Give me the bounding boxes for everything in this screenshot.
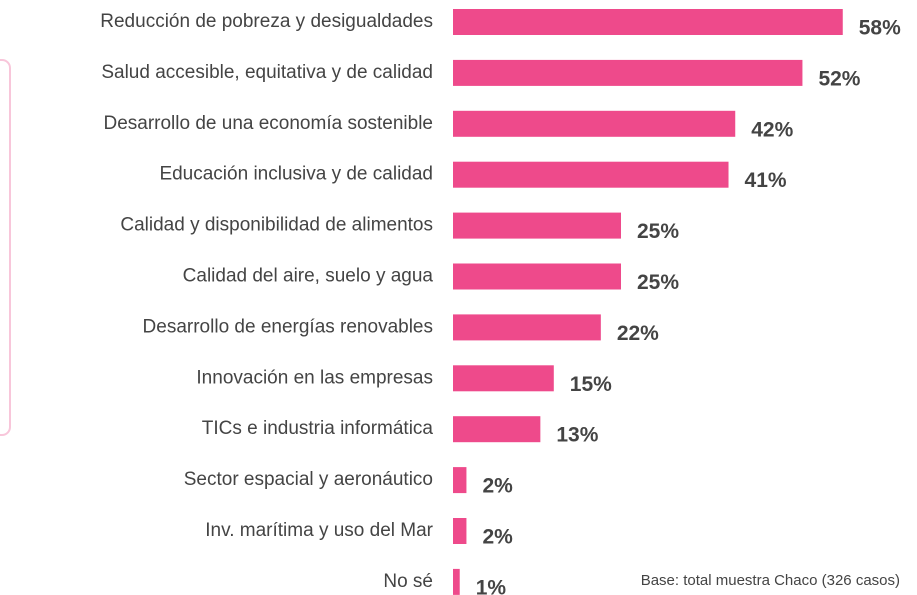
bar	[453, 212, 621, 239]
value-label: 1%	[476, 576, 507, 595]
category-label: Desarrollo de energías renovables	[143, 316, 433, 337]
category-label: Desarrollo de una economía sostenible	[103, 113, 433, 134]
value-label: 22%	[617, 322, 659, 345]
value-label: 25%	[637, 271, 679, 294]
bracket	[0, 59, 11, 436]
value-label: 2%	[482, 475, 513, 498]
category-label: Innovación en las empresas	[196, 367, 433, 388]
bar	[453, 416, 541, 443]
bar	[453, 365, 554, 392]
bar	[453, 110, 736, 137]
bar	[453, 467, 467, 494]
category-label: Calidad y disponibilidad de alimentos	[120, 215, 433, 236]
bar	[453, 263, 621, 290]
category-label: Inv. marítima y uso del Mar	[205, 520, 433, 541]
value-label: 41%	[745, 169, 787, 192]
value-label: 52%	[818, 67, 860, 90]
bar	[453, 59, 803, 86]
category-label: Calidad del aire, suelo y agua	[183, 266, 434, 287]
bar	[453, 161, 729, 188]
value-label: 58%	[859, 17, 901, 40]
annotation: Base: total muestra Chaco (326 casos)	[641, 572, 900, 589]
value-label: 25%	[637, 220, 679, 243]
bar	[453, 9, 843, 35]
category-label: Educación inclusiva y de calidad	[159, 164, 433, 185]
category-label: TICs e industria informática	[202, 418, 434, 439]
value-label: 13%	[556, 424, 598, 447]
category-label: No sé	[383, 571, 433, 592]
value-label: 42%	[751, 118, 793, 141]
bar	[453, 568, 460, 595]
category-label: Sector espacial y aeronáutico	[184, 469, 433, 490]
value-label: 15%	[570, 373, 612, 396]
bar	[453, 518, 467, 544]
category-label: Salud accesible, equitativa y de calidad	[101, 62, 433, 83]
bar	[453, 314, 601, 341]
value-label: 2%	[482, 526, 513, 549]
category-label: Reducción de pobreza y desigualdades	[100, 11, 433, 32]
